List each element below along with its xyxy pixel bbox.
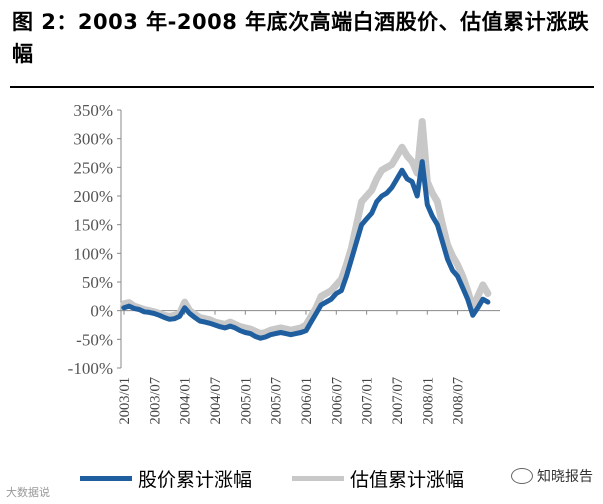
x-tick-label: 2005/01 <box>238 377 254 425</box>
x-tick-label: 2004/07 <box>208 377 224 425</box>
x-tick-label: 2005/07 <box>269 377 285 425</box>
legend-swatch-valuation <box>292 475 345 481</box>
series-line-price <box>121 159 491 341</box>
legend-item-valuation: 估值累计涨幅 <box>292 465 464 492</box>
legend-label-price: 股价累计涨幅 <box>138 468 253 491</box>
line-chart: 350%300%250%200%150%100%50%0%-50%-100%20… <box>68 101 500 425</box>
y-tick-label: 250% <box>73 158 113 177</box>
y-tick-label: 350% <box>73 101 113 120</box>
corner-watermark: 大数据说 <box>6 486 50 499</box>
watermark-text: 知晓报告 <box>537 469 593 485</box>
x-tick-label: 2008/01 <box>420 377 436 425</box>
x-tick-label: 2008/07 <box>451 377 467 425</box>
x-tick-label: 2007/07 <box>390 377 406 425</box>
title-divider <box>10 86 594 88</box>
legend-swatch-price <box>80 475 132 481</box>
x-tick-label: 2003/01 <box>117 377 133 425</box>
y-tick-label: -50% <box>76 330 113 349</box>
x-tick-label: 2003/07 <box>147 377 163 425</box>
x-tick-label: 2006/01 <box>299 377 315 425</box>
x-tick-label: 2007/01 <box>360 377 376 425</box>
y-tick-label: 300% <box>73 130 113 149</box>
x-tick-label: 2006/07 <box>329 377 345 425</box>
y-tick-label: 150% <box>73 216 113 235</box>
y-tick-label: 100% <box>73 244 113 263</box>
chart-legend: 股价累计涨幅 估值累计涨幅 <box>80 460 504 496</box>
legend-label-valuation: 估值累计涨幅 <box>350 468 465 491</box>
wechat-icon <box>511 468 533 484</box>
x-tick-label: 2004/01 <box>178 377 194 425</box>
y-tick-label: -100% <box>68 359 113 378</box>
y-tick-label: 0% <box>90 302 113 321</box>
y-tick-label: 200% <box>73 187 113 206</box>
legend-item-price: 股价累计涨幅 <box>80 465 252 492</box>
series-line-valuation <box>120 118 492 338</box>
source-watermark: 知晓报告 <box>511 466 593 486</box>
chart-title: 图 2：2003 年-2008 年底次高端白酒股价、估值累计涨跌幅 <box>12 10 590 66</box>
y-tick-label: 50% <box>82 273 113 292</box>
